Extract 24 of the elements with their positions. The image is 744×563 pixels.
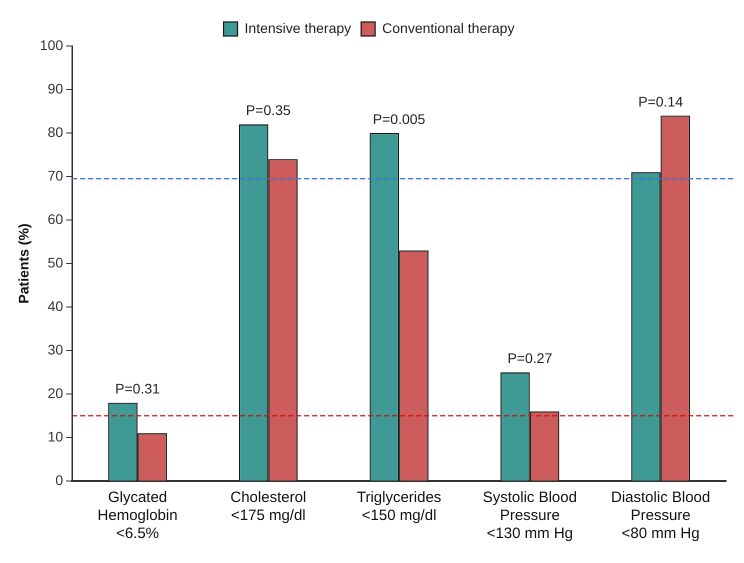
y-tick-label: 70 [48,167,64,184]
x-tick-label: Diastolic Blood Pressure <80 mm Hg [611,489,710,542]
annotation: P=0.14 [638,93,684,110]
legend-label: Conventional therapy [382,20,514,36]
y-tick-label: 90 [48,80,64,96]
y-tick-label: 50 [48,254,64,270]
y-tick-label: 10 [48,428,64,444]
y-tick-label: 30 [48,341,64,358]
annotation: P=0.27 [507,350,552,366]
y-tick-label: 100 [40,36,64,53]
y-tick-label: 40 [48,298,64,314]
y-tick-label: 80 [48,124,64,140]
y-axis-title: Patients (%) [15,223,32,304]
annotation: P=0.31 [115,380,160,397]
x-tick-label: Glycated Hemoglobin <6.5% [98,489,178,542]
x-tick-label: Triglycerides <150 mg/dl [356,489,442,524]
legend-label: Intensive therapy [244,20,352,36]
y-tick-label: 0 [55,472,64,488]
annotation: P=0.35 [246,102,291,118]
x-tick-label: Systolic Blood Pressure <130 mm Hg [482,489,577,542]
x-tick-label: Cholesterol <175 mg/dl [230,489,306,524]
y-tick-label: 60 [48,210,64,227]
annotation: P=0.005 [372,110,426,127]
y-tick-label: 20 [48,384,64,401]
